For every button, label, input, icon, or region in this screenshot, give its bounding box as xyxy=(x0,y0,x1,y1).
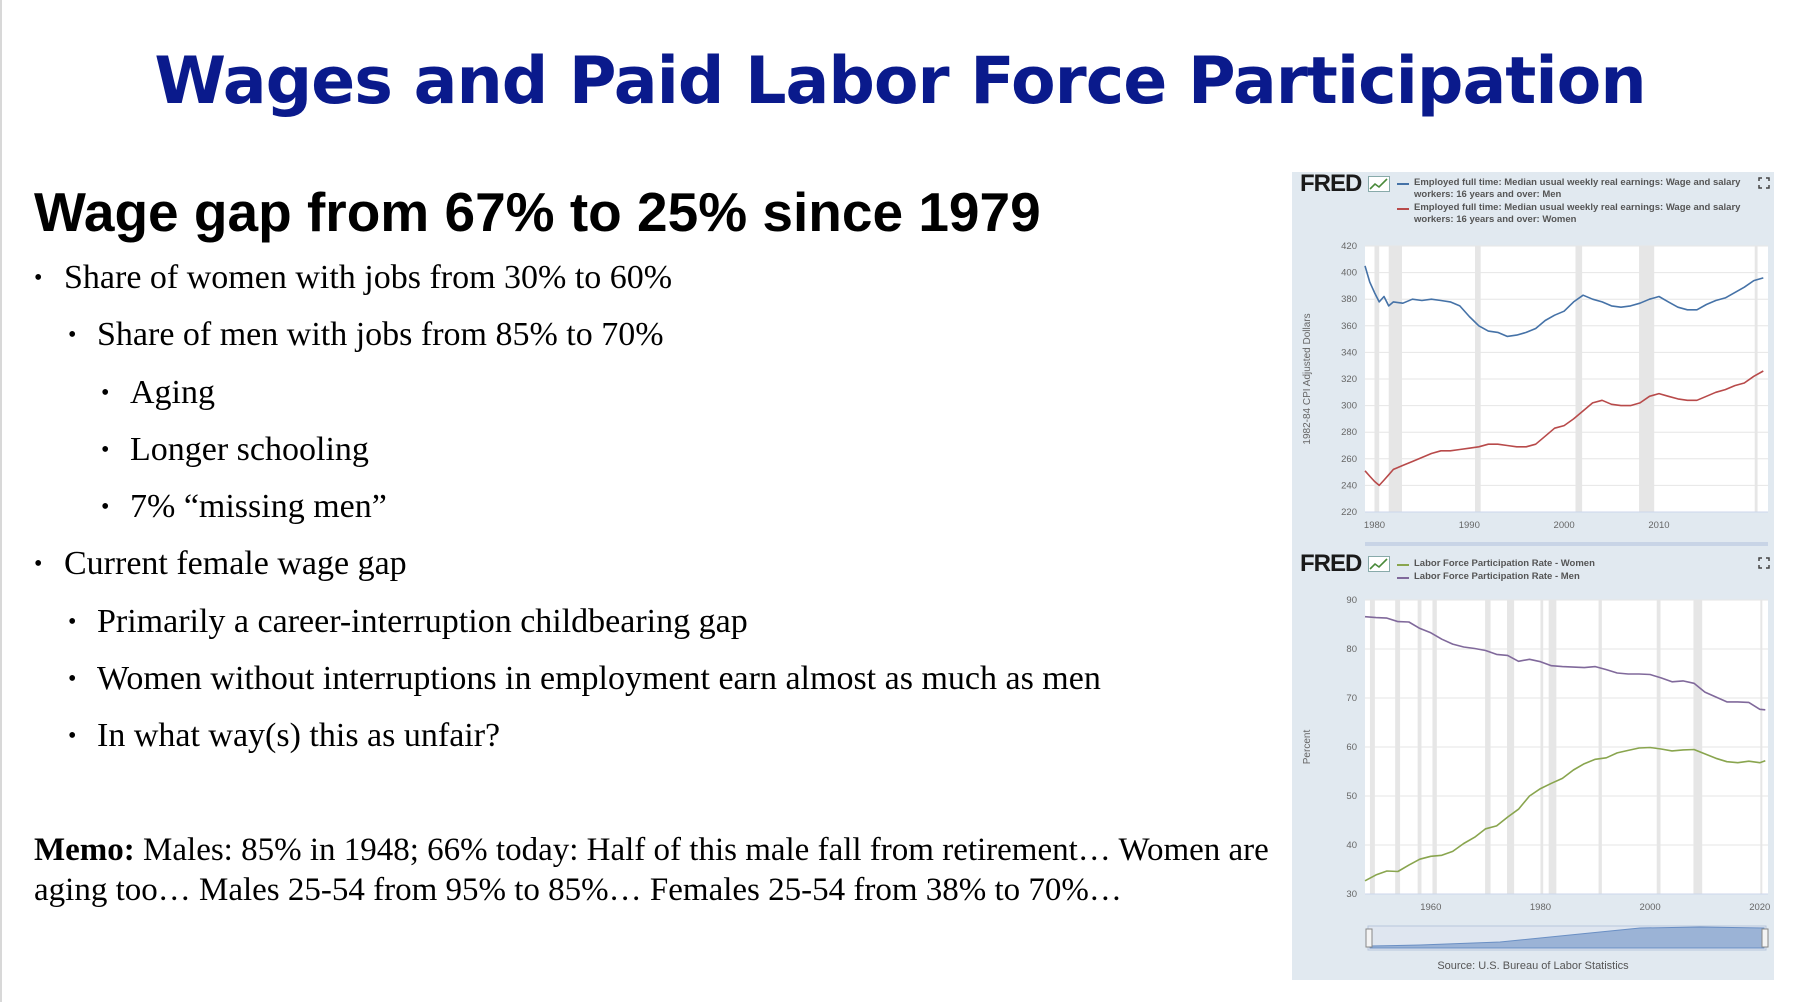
y-tick-label: 280 xyxy=(1341,427,1357,438)
bullet-dot: • xyxy=(34,265,43,291)
y-tick-label: 40 xyxy=(1346,840,1357,851)
bullet-text: Primarily a career-interruption childbea… xyxy=(97,602,748,640)
y-tick-label: 300 xyxy=(1341,401,1357,412)
y-tick-label: 380 xyxy=(1341,294,1357,305)
bullet-text: Women without interruptions in employmen… xyxy=(97,660,1101,698)
y-tick-label: 240 xyxy=(1341,480,1357,491)
x-tick-label: 1980 xyxy=(1364,520,1385,531)
legend-women-earnings: Employed full time: Median usual weekly … xyxy=(1414,202,1741,225)
slide-left-border xyxy=(0,0,2,1002)
y-tick-label: 220 xyxy=(1341,507,1357,518)
legend-women-lfpr: Labor Force Participation Rate - Women xyxy=(1414,558,1595,569)
y-tick-label: 60 xyxy=(1346,742,1357,753)
legend-swatch-men-lfpr xyxy=(1397,577,1409,579)
bullet-text: Share of women with jobs from 30% to 60% xyxy=(64,259,673,296)
bullet-text: 7% “missing men” xyxy=(130,488,387,526)
y-tick-label: 400 xyxy=(1341,268,1357,279)
bullet-text: Longer schooling xyxy=(130,430,369,468)
y-axis-label: Percent xyxy=(1302,730,1313,765)
bullet-text: Aging xyxy=(130,373,215,411)
fred-logo-bottom: FRED xyxy=(1300,550,1362,577)
memo-text: Males: 85% in 1948; 66% today: Half of t… xyxy=(34,832,1269,908)
y-tick-label: 320 xyxy=(1341,374,1357,385)
memo-label: Memo: xyxy=(34,832,135,868)
bullet-dot: • xyxy=(68,666,77,693)
series-line-earnings-0 xyxy=(1364,265,1764,338)
bullet-dot: • xyxy=(101,494,110,521)
navigator-strip-top xyxy=(1365,542,1768,546)
legend-swatch-men-earnings xyxy=(1397,183,1409,185)
bullet-dot: • xyxy=(68,723,77,750)
y-tick-label: 260 xyxy=(1341,454,1357,465)
x-tick-label: 2010 xyxy=(1648,520,1669,531)
fred-logo-top: FRED xyxy=(1300,170,1362,197)
memo-paragraph: Memo: Males: 85% in 1948; 66% today: Hal… xyxy=(34,830,1274,910)
y-tick-label: 420 xyxy=(1341,241,1357,252)
series-line-lfpr-0 xyxy=(1364,746,1766,882)
y-tick-label: 50 xyxy=(1346,791,1357,802)
series-line-earnings-1 xyxy=(1364,370,1764,487)
bullet-dot: • xyxy=(101,436,110,463)
x-tick-label: 2020 xyxy=(1749,902,1770,913)
x-tick-label: 2000 xyxy=(1554,520,1575,531)
legend-men-lfpr: Labor Force Participation Rate - Men xyxy=(1414,571,1580,582)
bullet-dot: • xyxy=(68,322,77,349)
bullet-dot: • xyxy=(34,551,43,578)
y-tick-label: 340 xyxy=(1341,347,1357,358)
legend-swatch-women-earnings xyxy=(1397,208,1409,210)
x-tick-label: 1980 xyxy=(1530,902,1551,913)
bullet-text: Share of men with jobs from 85% to 70% xyxy=(97,316,664,354)
x-tick-label: 1960 xyxy=(1420,902,1441,913)
y-tick-label: 30 xyxy=(1346,889,1357,900)
expand-icon[interactable] xyxy=(1758,557,1770,569)
slide-subtitle: Wage gap from 67% to 25% since 1979 xyxy=(34,181,1041,243)
bullet-dot: • xyxy=(68,608,77,635)
legend-men-earnings: Employed full time: Median usual weekly … xyxy=(1414,177,1741,200)
y-tick-label: 70 xyxy=(1346,693,1357,704)
range-handle-right xyxy=(1761,928,1769,948)
range-handle-left xyxy=(1365,928,1373,948)
x-tick-label: 1990 xyxy=(1459,520,1480,531)
bullet-text: In what way(s) this as unfair? xyxy=(97,717,501,755)
bullet-dot: • xyxy=(101,379,110,406)
fred-chart-icon xyxy=(1368,176,1390,192)
range-navigator-area xyxy=(1369,926,1765,949)
bullet-text: Current female wage gap xyxy=(64,545,407,583)
y-tick-label: 360 xyxy=(1341,321,1357,332)
expand-icon[interactable] xyxy=(1758,177,1770,189)
source-note: Source: U.S. Bureau of Labor Statistics xyxy=(1437,960,1629,972)
y-tick-label: 80 xyxy=(1346,644,1357,655)
fred-chart-icon xyxy=(1368,556,1390,572)
slide-title: Wages and Paid Labor Force Participation xyxy=(154,44,1646,119)
y-tick-label: 90 xyxy=(1346,595,1357,606)
series-line-lfpr-1 xyxy=(1364,615,1766,711)
x-tick-label: 2000 xyxy=(1640,902,1661,913)
legend-swatch-women-lfpr xyxy=(1397,564,1409,566)
y-axis-label: 1982-84 CPI Adjusted Dollars xyxy=(1302,313,1313,444)
